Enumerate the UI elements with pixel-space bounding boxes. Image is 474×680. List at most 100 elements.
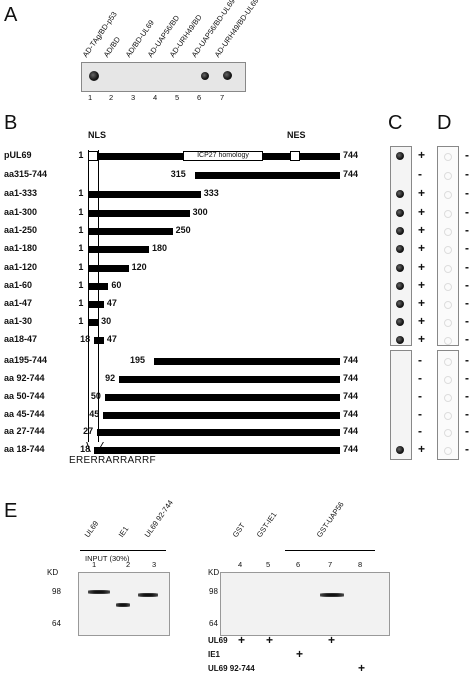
row-start-7: 1 [78,262,84,272]
input-underline [80,550,166,551]
right-lane-label-1: GST [230,521,247,539]
panel-d-sign-1: - [465,148,469,162]
panel-c-sign-9: + [418,296,426,310]
row-start-2: 315 [170,169,186,179]
panel-c-sign-6: + [418,241,426,255]
panel-d-spot-9 [444,301,452,309]
lane-number-3: 3 [131,93,136,102]
row-label-14: aa 50-744 [4,391,45,401]
panel-c-sign-5: + [418,223,426,237]
panel-d-spot-15 [444,412,452,420]
panel-c-sign-3: + [418,186,426,200]
row-bar-11 [94,337,104,344]
condition-mark-1-4: + [238,633,246,647]
panel-a-letter: A [4,4,18,26]
panel-d-sign-16: - [465,424,469,438]
lane-number-6: 6 [197,93,202,102]
marker-64-left: 64 [52,619,61,628]
row-start-4: 1 [78,207,84,217]
row-end-7: 120 [131,262,147,272]
row-bar-5 [88,228,173,235]
panel-d-sign-10: - [465,314,469,328]
nls-box [88,151,98,161]
panel-d-sign-13: - [465,371,469,385]
input-label: INPUT (30%) [85,554,130,563]
panel-c-sign-2: - [418,167,422,181]
nls-label: NLS [88,130,106,140]
panel-d-letter: D [437,112,452,134]
row-bar-9 [88,301,104,308]
marker-64-right: 64 [209,619,218,628]
right-lane-label-2: GST-IE1 [254,510,279,539]
row-end-13: 744 [343,373,359,383]
row-bar-17 [94,447,340,454]
row-end-1: 744 [343,150,359,160]
right-lane-number-4: 7 [328,560,333,569]
row-bar-14 [104,394,340,401]
left-lane-label-3: UL69 92-744 [142,498,175,539]
panel-c-sign-15: - [418,407,422,421]
lane-number-1: 1 [88,93,93,102]
panel-c-dot-3 [396,190,404,198]
left-lane-number-3: 3 [152,560,157,569]
band-lane-2 [116,603,130,607]
row-start-14: 50 [90,391,101,401]
right-lane-number-3: 6 [296,560,301,569]
row-label-13: aa 92-744 [4,373,45,383]
lane-number-7: 7 [220,93,225,102]
left-lane-number-2: 2 [126,560,131,569]
condition-label-2: IE1 [208,650,221,659]
row-label-5: aa1-250 [4,225,38,235]
lane-number-4: 4 [153,93,158,102]
row-end-12: 744 [343,355,359,365]
nls-motif: ERERRARRARRF [69,455,156,466]
row-start-15: 45 [89,409,100,419]
condition-label-1: UL69 [208,636,228,645]
row-label-1: pUL69 [4,150,32,160]
panel-c-sign-10: + [418,314,426,328]
panel-d-sign-5: - [465,223,469,237]
panel-c-dot-7 [396,264,404,272]
row-end-6: 180 [151,243,167,253]
row-start-8: 1 [78,280,84,290]
lane-label-2: AD/BD [101,35,123,59]
row-bar-6 [88,246,149,253]
row-end-16: 744 [343,426,359,436]
band-lane-7 [320,593,344,597]
row-bar-16 [97,429,340,436]
row-start-6: 1 [78,243,84,253]
panel-d-sign-8: - [465,278,469,292]
row-start-12: 195 [130,355,146,365]
marker-98-right: 98 [209,587,218,596]
panel-d-spot-16 [444,429,452,437]
row-label-10: aa1-30 [4,316,33,326]
panel-d-spot-7 [444,265,452,273]
panel-d-spot-12 [444,358,452,366]
panel-c-sign-13: - [418,371,422,385]
panel-c-sign-12: - [418,353,422,367]
panel-d-sign-9: - [465,296,469,310]
panel-d-spot-8 [444,283,452,291]
row-bar-12 [154,358,340,365]
kd-right: KD [208,568,220,577]
panel-c-sign-16: - [418,424,422,438]
row-bar-7 [88,265,129,272]
right-lane-number-2: 5 [266,560,271,569]
row-label-8: aa1-60 [4,280,33,290]
panel-d-spot-13 [444,376,452,384]
panel-e-letter: E [4,500,18,522]
row-end-5: 250 [175,225,191,235]
nls-right-line [98,150,99,442]
condition-label-3: UL69 92-744 [208,664,255,673]
band-lane-3 [138,593,158,597]
panel-c-sign-17: + [418,442,426,456]
row-start-13: 92 [105,373,116,383]
panel-d-sign-12: - [465,353,469,367]
lane-number-2: 2 [109,93,114,102]
panel-c-dot-5 [396,227,404,235]
panel-c-dot-11 [396,336,404,344]
marker-98-left: 98 [52,587,61,596]
row-label-3: aa1-333 [4,188,38,198]
lane-number-5: 5 [175,93,180,102]
icp27-homology-box: ICP27 homology [183,151,263,161]
